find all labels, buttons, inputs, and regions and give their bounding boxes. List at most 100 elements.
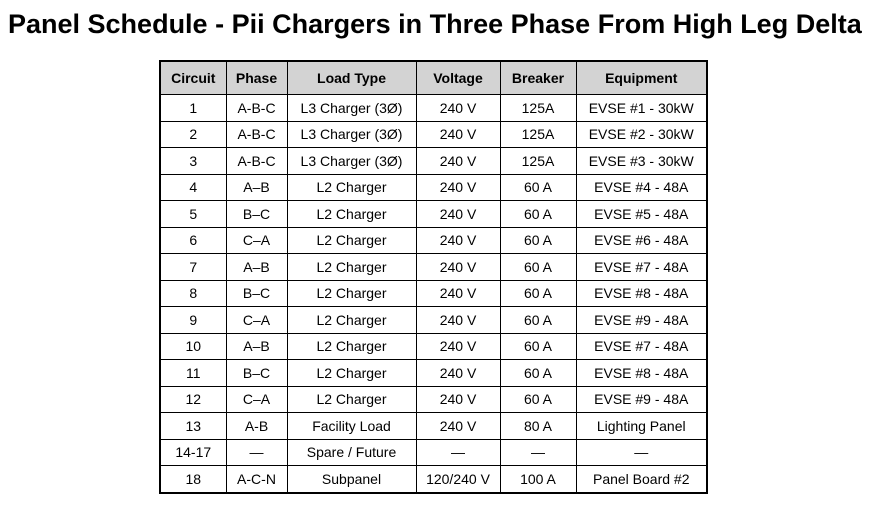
cell-voltage: 240 V xyxy=(415,120,501,148)
cell-voltage: 240 V xyxy=(415,173,501,201)
cell-breaker: 60 A xyxy=(499,385,577,413)
table-row: 4 A–B L2 Charger 240 V 60 A EVSE #4 - 48A xyxy=(159,173,708,201)
cell-phase: — xyxy=(225,438,288,466)
cell-equipment: EVSE #5 - 48A xyxy=(575,200,708,228)
cell-load-type: L2 Charger xyxy=(286,332,417,360)
cell-breaker: 60 A xyxy=(499,359,577,387)
cell-breaker: — xyxy=(499,438,577,466)
cell-load-type: Facility Load xyxy=(286,412,417,440)
cell-phase: A–B xyxy=(225,173,288,201)
cell-load-type: L2 Charger xyxy=(286,385,417,413)
cell-voltage: 240 V xyxy=(415,147,501,175)
cell-phase: A–B xyxy=(225,332,288,360)
cell-circuit: 6 xyxy=(159,226,227,254)
column-header-circuit: Circuit xyxy=(159,60,227,95)
table-row: 2 A-B-C L3 Charger (3Ø) 240 V 125A EVSE #2 - … xyxy=(159,120,708,148)
cell-breaker: 60 A xyxy=(499,279,577,307)
cell-circuit: 8 xyxy=(159,279,227,307)
cell-phase: B–C xyxy=(225,200,288,228)
cell-phase: C–A xyxy=(225,385,288,413)
cell-equipment: EVSE #6 - 48A xyxy=(575,226,708,254)
cell-voltage: 240 V xyxy=(415,385,501,413)
cell-equipment: EVSE #4 - 48A xyxy=(575,173,708,201)
table-row: 13 A-B Facility Load 240 V 80 A Lighting Pane… xyxy=(159,412,708,440)
column-header-phase: Phase xyxy=(225,60,288,95)
cell-breaker: 60 A xyxy=(499,226,577,254)
cell-circuit: 10 xyxy=(159,332,227,360)
cell-breaker: 60 A xyxy=(499,200,577,228)
cell-equipment: — xyxy=(575,438,708,466)
cell-load-type: L2 Charger xyxy=(286,253,417,281)
cell-equipment: EVSE #2 - 30kW xyxy=(575,120,708,148)
cell-breaker: 100 A xyxy=(499,465,577,493)
cell-equipment: Panel Board #2 xyxy=(575,465,708,493)
cell-breaker: 125A xyxy=(499,94,577,122)
table-row: 14-17— Spare / Future — — — xyxy=(159,438,708,466)
table-row: 12 C–A L2 Charger 240 V 60 A EVSE #9 - 48A xyxy=(159,385,708,413)
cell-voltage: 240 V xyxy=(415,279,501,307)
cell-phase: B–C xyxy=(225,279,288,307)
table-row: 5 B–C L2 Charger 240 V 60 A EVSE #5 - 48A xyxy=(159,200,708,228)
cell-equipment: EVSE #8 - 48A xyxy=(575,359,708,387)
cell-breaker: 60 A xyxy=(499,173,577,201)
table-row: 9 C–A L2 Charger 240 V 60 A EVSE #9 - 48A xyxy=(159,306,708,334)
table-row: 18 A-C-N Subpanel 120/240 V 100 A Panel Board… xyxy=(159,465,708,493)
table-row: 10 A–B L2 Charger 240 V 60 A EVSE #7 - 48A xyxy=(159,332,708,360)
cell-load-type: Subpanel xyxy=(286,465,417,493)
cell-equipment: EVSE #3 - 30kW xyxy=(575,147,708,175)
cell-equipment: EVSE #9 - 48A xyxy=(575,306,708,334)
column-header-voltage: Voltage xyxy=(415,60,501,95)
cell-breaker: 125A xyxy=(499,120,577,148)
column-header-breaker: Breaker xyxy=(499,60,577,95)
cell-voltage: 240 V xyxy=(415,94,501,122)
table-row: 6 C–A L2 Charger 240 V 60 A EVSE #6 - 48A xyxy=(159,226,708,254)
cell-load-type: L2 Charger xyxy=(286,226,417,254)
cell-phase: A–B xyxy=(225,253,288,281)
cell-equipment: EVSE #7 - 48A xyxy=(575,332,708,360)
cell-circuit: 18 xyxy=(159,465,227,493)
cell-circuit: 7 xyxy=(159,253,227,281)
cell-phase: A-B-C xyxy=(225,147,288,175)
table-header-row: Circuit Phase Load Type Voltage Breaker Equip… xyxy=(159,60,708,95)
cell-phase: A-B xyxy=(225,412,288,440)
cell-breaker: 80 A xyxy=(499,412,577,440)
cell-phase: C–A xyxy=(225,226,288,254)
cell-equipment: EVSE #7 - 48A xyxy=(575,253,708,281)
cell-circuit: 11 xyxy=(159,359,227,387)
cell-voltage: 240 V xyxy=(415,332,501,360)
page-title: Panel Schedule - Pii Chargers in Three P… xyxy=(8,9,862,39)
cell-circuit: 13 xyxy=(159,412,227,440)
cell-load-type: L3 Charger (3Ø) xyxy=(286,94,417,122)
cell-circuit: 1 xyxy=(159,94,227,122)
cell-voltage: 240 V xyxy=(415,306,501,334)
cell-phase: B–C xyxy=(225,359,288,387)
table-row: 3 A-B-C L3 Charger (3Ø) 240 V 125A EVSE #3 - … xyxy=(159,147,708,175)
cell-breaker: 60 A xyxy=(499,332,577,360)
cell-equipment: EVSE #1 - 30kW xyxy=(575,94,708,122)
cell-phase: A-C-N xyxy=(225,465,288,493)
cell-load-type: Spare / Future xyxy=(286,438,417,466)
cell-voltage: 240 V xyxy=(415,359,501,387)
cell-load-type: L3 Charger (3Ø) xyxy=(286,147,417,175)
table-row: 1 A-B-C L3 Charger (3Ø) 240 V 125A EVSE #1 - … xyxy=(159,94,708,122)
cell-circuit: 3 xyxy=(159,147,227,175)
cell-voltage: 240 V xyxy=(415,253,501,281)
cell-breaker: 60 A xyxy=(499,306,577,334)
cell-breaker: 60 A xyxy=(499,253,577,281)
cell-voltage: 240 V xyxy=(415,226,501,254)
cell-phase: A-B-C xyxy=(225,94,288,122)
cell-voltage: 240 V xyxy=(415,200,501,228)
cell-circuit: 4 xyxy=(159,173,227,201)
cell-breaker: 125A xyxy=(499,147,577,175)
cell-load-type: L2 Charger xyxy=(286,173,417,201)
cell-load-type: L3 Charger (3Ø) xyxy=(286,120,417,148)
column-header-load-type: Load Type xyxy=(286,60,417,95)
table-row: 11 B–C L2 Charger 240 V 60 A EVSE #8 - 48A xyxy=(159,359,708,387)
cell-equipment: EVSE #8 - 48A xyxy=(575,279,708,307)
cell-load-type: L2 Charger xyxy=(286,279,417,307)
cell-phase: A-B-C xyxy=(225,120,288,148)
column-header-equipment: Equipment xyxy=(575,60,708,95)
panel-schedule-table: Circuit Phase Load Type Voltage Breaker Equip… xyxy=(159,60,708,494)
cell-circuit: 14-17 xyxy=(159,438,227,466)
